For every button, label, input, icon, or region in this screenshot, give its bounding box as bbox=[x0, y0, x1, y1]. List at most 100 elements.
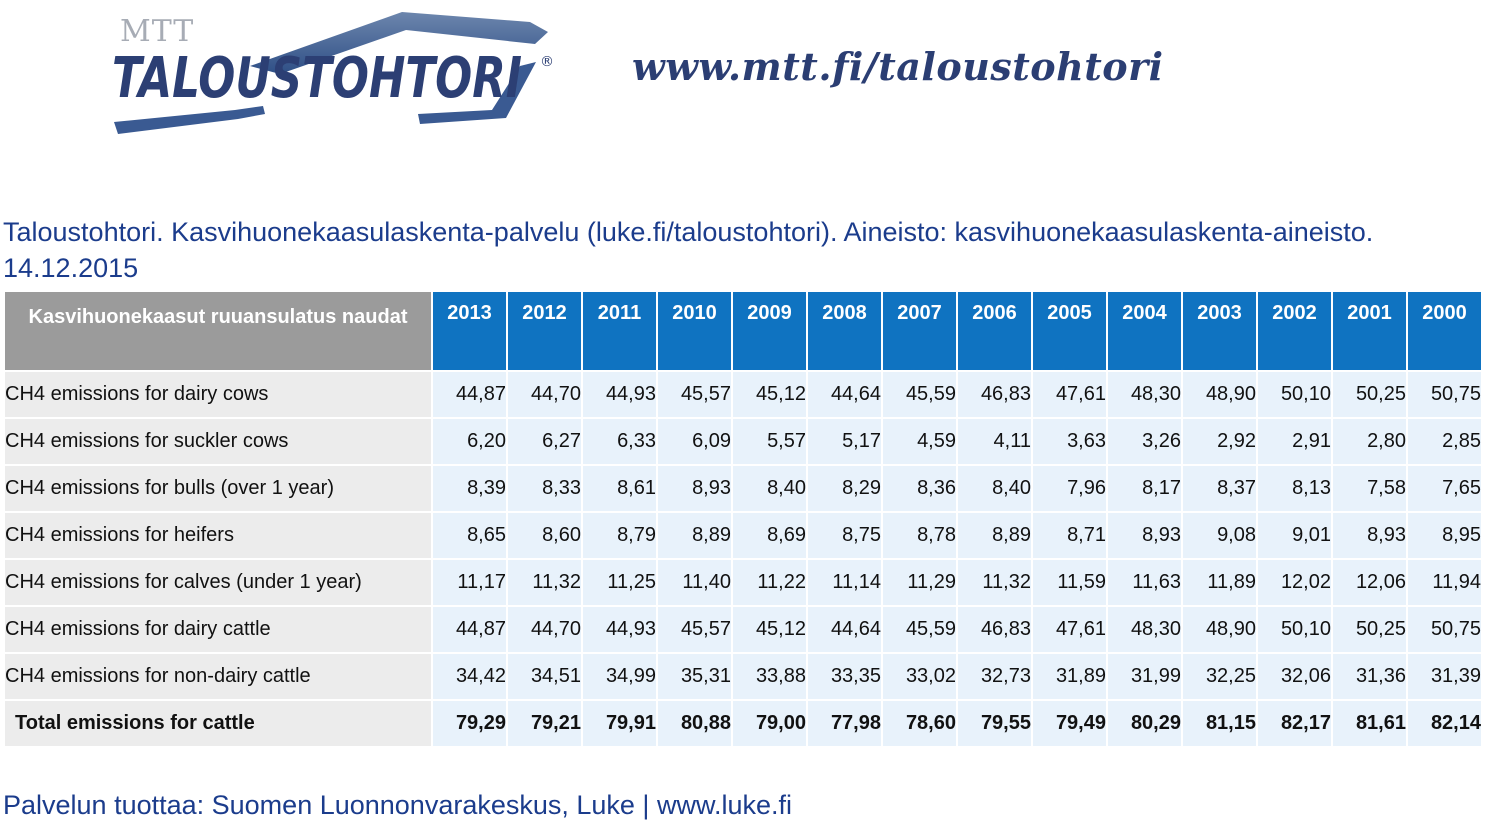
value-cell: 31,36 bbox=[1333, 654, 1406, 699]
value-cell: 46,83 bbox=[958, 607, 1031, 652]
value-cell: 11,17 bbox=[433, 560, 506, 605]
value-cell: 7,65 bbox=[1408, 466, 1481, 511]
value-cell: 6,33 bbox=[583, 419, 656, 464]
value-cell: 50,75 bbox=[1408, 607, 1481, 652]
value-cell: 80,88 bbox=[658, 701, 731, 746]
site-url: www.mtt.fi/taloustohtori bbox=[632, 44, 1164, 89]
value-cell: 11,89 bbox=[1183, 560, 1256, 605]
value-cell: 48,90 bbox=[1183, 607, 1256, 652]
value-cell: 8,71 bbox=[1033, 513, 1106, 558]
value-cell: 2,85 bbox=[1408, 419, 1481, 464]
value-cell: 8,79 bbox=[583, 513, 656, 558]
value-cell: 8,95 bbox=[1408, 513, 1481, 558]
value-cell: 48,90 bbox=[1183, 372, 1256, 417]
year-header: 2010 bbox=[658, 292, 731, 370]
value-cell: 81,61 bbox=[1333, 701, 1406, 746]
value-cell: 5,57 bbox=[733, 419, 806, 464]
value-cell: 8,78 bbox=[883, 513, 956, 558]
table-row: CH4 emissions for suckler cows 6,20 6,27 6,… bbox=[5, 419, 1481, 464]
row-label: CH4 emissions for non-dairy cattle bbox=[5, 654, 431, 699]
value-cell: 31,39 bbox=[1408, 654, 1481, 699]
value-cell: 8,36 bbox=[883, 466, 956, 511]
year-header: 2004 bbox=[1108, 292, 1181, 370]
value-cell: 6,20 bbox=[433, 419, 506, 464]
value-cell: 3,63 bbox=[1033, 419, 1106, 464]
value-cell: 33,88 bbox=[733, 654, 806, 699]
value-cell: 33,35 bbox=[808, 654, 881, 699]
value-cell: 44,93 bbox=[583, 607, 656, 652]
value-cell: 34,99 bbox=[583, 654, 656, 699]
value-cell: 81,15 bbox=[1183, 701, 1256, 746]
value-cell: 11,63 bbox=[1108, 560, 1181, 605]
value-cell: 47,61 bbox=[1033, 607, 1106, 652]
year-header: 2003 bbox=[1183, 292, 1256, 370]
value-cell: 44,64 bbox=[808, 607, 881, 652]
year-header: 2000 bbox=[1408, 292, 1481, 370]
value-cell: 77,98 bbox=[808, 701, 881, 746]
value-cell: 4,59 bbox=[883, 419, 956, 464]
value-cell: 45,59 bbox=[883, 372, 956, 417]
value-cell: 9,01 bbox=[1258, 513, 1331, 558]
row-label: Total emissions for cattle bbox=[5, 701, 431, 746]
row-label: CH4 emissions for suckler cows bbox=[5, 419, 431, 464]
emissions-table: Kasvihuonekaasut ruuansulatus naudat 201… bbox=[3, 290, 1483, 748]
value-cell: 46,83 bbox=[958, 372, 1031, 417]
value-cell: 44,87 bbox=[433, 372, 506, 417]
value-cell: 32,73 bbox=[958, 654, 1031, 699]
value-cell: 8,61 bbox=[583, 466, 656, 511]
value-cell: 9,08 bbox=[1183, 513, 1256, 558]
year-header: 2009 bbox=[733, 292, 806, 370]
value-cell: 8,60 bbox=[508, 513, 581, 558]
value-cell: 35,31 bbox=[658, 654, 731, 699]
table-header-row: Kasvihuonekaasut ruuansulatus naudat 201… bbox=[5, 292, 1481, 370]
value-cell: 6,27 bbox=[508, 419, 581, 464]
value-cell: 79,91 bbox=[583, 701, 656, 746]
value-cell: 2,80 bbox=[1333, 419, 1406, 464]
svg-text:®: ® bbox=[540, 54, 554, 70]
value-cell: 8,33 bbox=[508, 466, 581, 511]
value-cell: 79,00 bbox=[733, 701, 806, 746]
value-cell: 8,93 bbox=[658, 466, 731, 511]
value-cell: 48,30 bbox=[1108, 372, 1181, 417]
value-cell: 44,93 bbox=[583, 372, 656, 417]
value-cell: 2,92 bbox=[1183, 419, 1256, 464]
table-row: CH4 emissions for dairy cows 44,87 44,70 44… bbox=[5, 372, 1481, 417]
value-cell: 45,12 bbox=[733, 607, 806, 652]
table-caption: Taloustohtori. Kasvihuonekaasulaskenta-p… bbox=[3, 217, 1374, 283]
value-cell: 8,13 bbox=[1258, 466, 1331, 511]
value-cell: 44,70 bbox=[508, 372, 581, 417]
value-cell: 11,29 bbox=[883, 560, 956, 605]
value-cell: 34,42 bbox=[433, 654, 506, 699]
value-cell: 8,93 bbox=[1333, 513, 1406, 558]
value-cell: 79,55 bbox=[958, 701, 1031, 746]
value-cell: 8,93 bbox=[1108, 513, 1181, 558]
value-cell: 44,70 bbox=[508, 607, 581, 652]
row-label: CH4 emissions for calves (under 1 year) bbox=[5, 560, 431, 605]
value-cell: 8,40 bbox=[958, 466, 1031, 511]
row-label: CH4 emissions for dairy cattle bbox=[5, 607, 431, 652]
value-cell: 45,57 bbox=[658, 372, 731, 417]
value-cell: 79,29 bbox=[433, 701, 506, 746]
value-cell: 78,60 bbox=[883, 701, 956, 746]
year-header: 2011 bbox=[583, 292, 656, 370]
value-cell: 50,25 bbox=[1333, 372, 1406, 417]
row-label: CH4 emissions for dairy cows bbox=[5, 372, 431, 417]
year-header: 2005 bbox=[1033, 292, 1106, 370]
value-cell: 45,59 bbox=[883, 607, 956, 652]
value-cell: 8,75 bbox=[808, 513, 881, 558]
year-header: 2008 bbox=[808, 292, 881, 370]
row-label: CH4 emissions for bulls (over 1 year) bbox=[5, 466, 431, 511]
svg-text:MTT: MTT bbox=[120, 14, 194, 49]
table-row: CH4 emissions for dairy cattle 44,87 44,70… bbox=[5, 607, 1481, 652]
value-cell: 50,75 bbox=[1408, 372, 1481, 417]
year-header: 2001 bbox=[1333, 292, 1406, 370]
year-header: 2012 bbox=[508, 292, 581, 370]
value-cell: 45,12 bbox=[733, 372, 806, 417]
year-header: 2006 bbox=[958, 292, 1031, 370]
value-cell: 31,99 bbox=[1108, 654, 1181, 699]
value-cell: 32,06 bbox=[1258, 654, 1331, 699]
value-cell: 45,57 bbox=[658, 607, 731, 652]
value-cell: 8,40 bbox=[733, 466, 806, 511]
value-cell: 8,89 bbox=[658, 513, 731, 558]
value-cell: 32,25 bbox=[1183, 654, 1256, 699]
